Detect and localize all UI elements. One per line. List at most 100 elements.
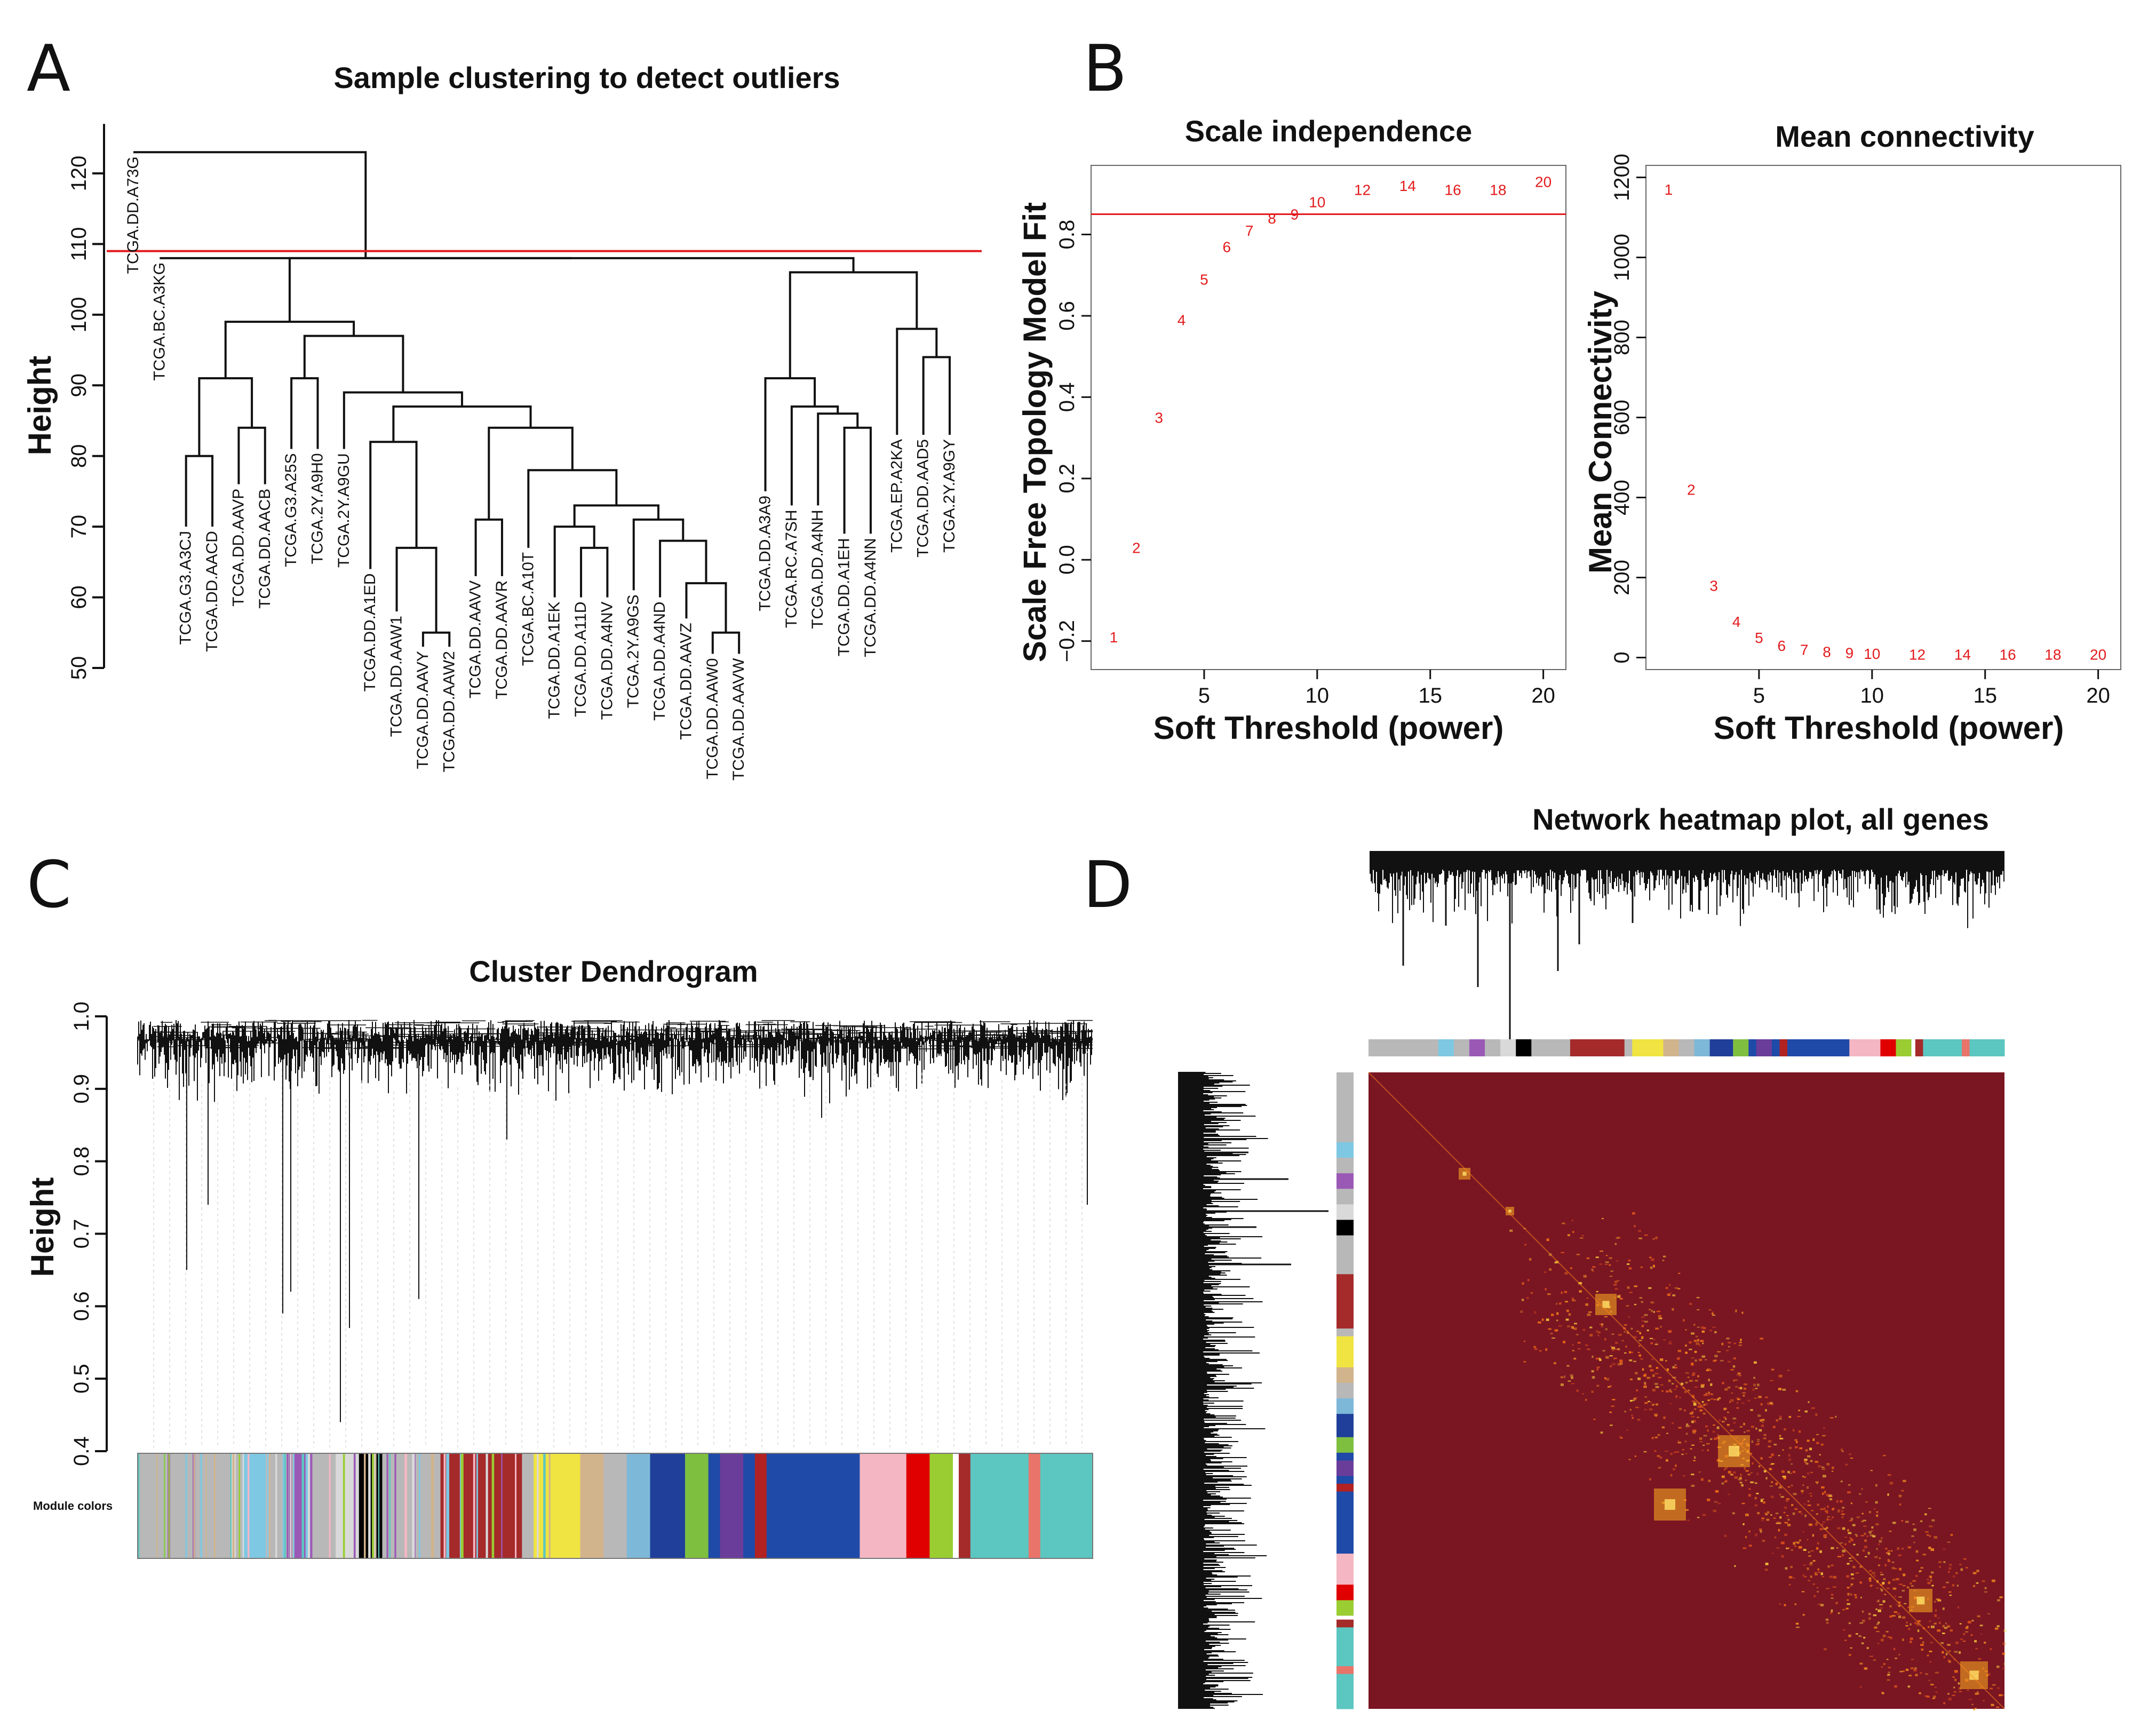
heatmap-cell [2001, 1694, 2004, 1696]
heatmap-cell [1597, 1331, 1601, 1334]
heatmap-cell [1675, 1395, 1677, 1398]
heatmap-cell [1925, 1673, 1928, 1675]
heatmap-cell [1739, 1374, 1741, 1376]
heatmap-cell [1915, 1674, 1918, 1676]
heatmap-cell [1644, 1320, 1648, 1323]
module-color-stripe [378, 1453, 380, 1558]
left-module-segment [1336, 1476, 1354, 1484]
data-point-label: 3 [1155, 410, 1163, 426]
y-tick-label: 0.5 [70, 1364, 93, 1394]
y-axis-label-cluster-dendrogram: Height [25, 1177, 60, 1277]
heatmap-cell [1574, 1323, 1577, 1325]
heatmap-cell [1916, 1623, 1920, 1626]
heatmap-cell [1733, 1379, 1736, 1382]
module-colors-bar [137, 1453, 1093, 1559]
heatmap-cell [1732, 1512, 1735, 1515]
heatmap-cell [1896, 1604, 1899, 1605]
heatmap-cell [1736, 1407, 1739, 1409]
heatmap-cell [1658, 1376, 1662, 1379]
heatmap-cell [1679, 1408, 1682, 1411]
heatmap-cell [1778, 1455, 1780, 1457]
heatmap-cell [1910, 1623, 1912, 1626]
heatmap-cell [1840, 1449, 1843, 1451]
module-color-stripe [213, 1453, 216, 1558]
heatmap-cell [1577, 1342, 1581, 1344]
heatmap-cell [1693, 1340, 1697, 1342]
heatmap-cell [1968, 1699, 1972, 1700]
chart-title-scale-independence: Scale independence [1185, 114, 1472, 148]
heatmap-cell [1781, 1470, 1785, 1473]
panel-letter-a: A [27, 32, 70, 106]
heatmap-cell [1703, 1435, 1707, 1437]
heatmap-cell [1925, 1531, 1929, 1533]
heatmap-cell [1797, 1415, 1801, 1417]
heatmap-cell [1708, 1391, 1710, 1394]
heatmap-cell [1534, 1311, 1537, 1314]
heatmap-cell [1911, 1535, 1914, 1537]
heatmap-cell [1861, 1619, 1865, 1622]
heatmap-cell [1992, 1684, 1996, 1686]
heatmap-cell [1837, 1510, 1840, 1513]
heatmap-cell [1573, 1357, 1577, 1360]
module-color-stripe [242, 1453, 244, 1558]
heatmap-cell [1784, 1428, 1786, 1431]
heatmap-cell [1917, 1629, 1920, 1633]
heatmap-cell [1733, 1421, 1736, 1424]
top-module-segment [1771, 1039, 1780, 1056]
heatmap-cell [1619, 1294, 1621, 1296]
heatmap-cell [1848, 1484, 1851, 1486]
heatmap-cell [1579, 1290, 1582, 1293]
heatmap-cell [1665, 1360, 1667, 1362]
heatmap-cell [1975, 1692, 1978, 1695]
heatmap-cell [1820, 1443, 1824, 1446]
heatmap-cell [1749, 1452, 1752, 1454]
y-tick-label: 0.6 [70, 1292, 93, 1322]
heatmap-cell [1654, 1415, 1658, 1417]
heatmap-cell [1596, 1368, 1598, 1371]
heatmap-cell [1818, 1603, 1821, 1605]
heatmap-cell [1733, 1342, 1737, 1344]
heatmap-cell [1735, 1379, 1738, 1381]
heatmap-cell [1881, 1638, 1884, 1642]
heatmap-cell [1649, 1478, 1651, 1481]
heatmap-cell [1523, 1360, 1526, 1363]
heatmap-cell [1685, 1425, 1690, 1428]
heatmap-cell [1885, 1631, 1889, 1633]
heatmap-cell [1730, 1473, 1733, 1475]
heatmap-cell [1997, 1686, 2000, 1690]
y-axis-label-mean-connectivity: Mean Connectivity [1582, 290, 1618, 574]
heatmap-cell [1628, 1459, 1631, 1460]
leaf-label: TCGA.DD.A4ND [651, 602, 669, 721]
heatmap-cell [1878, 1564, 1880, 1566]
heatmap-cell [1567, 1325, 1571, 1327]
leaf-label: TCGA.BC.A3KG [150, 262, 168, 381]
heatmap-cell [1889, 1530, 1892, 1532]
heatmap-cell [1672, 1422, 1674, 1424]
heatmap-cell [1571, 1383, 1575, 1384]
heatmap-cell [1922, 1554, 1927, 1556]
heatmap-cell [1615, 1341, 1618, 1344]
y-tick-label: 0 [1610, 651, 1634, 663]
heatmap-cell [1819, 1528, 1823, 1531]
heatmap-cell [1850, 1583, 1853, 1585]
heatmap-cell [1955, 1572, 1958, 1574]
heatmap-cell [1864, 1546, 1867, 1548]
heatmap-cell [1744, 1467, 1746, 1470]
heatmap-cell [1636, 1389, 1638, 1392]
heatmap-cell [1753, 1361, 1757, 1364]
heatmap-cell [1562, 1222, 1565, 1224]
heatmap-cell [1688, 1389, 1690, 1391]
heatmap-cell [1760, 1338, 1764, 1340]
heatmap-cell [1672, 1294, 1676, 1296]
heatmap-cell [1891, 1615, 1896, 1617]
module-color-segment [720, 1453, 744, 1558]
heatmap-cell [1930, 1579, 1932, 1582]
heatmap-cell [1929, 1661, 1932, 1663]
heatmap-cell [1605, 1255, 1608, 1256]
heatmap-cell [1934, 1614, 1937, 1617]
heatmap-cell [1629, 1351, 1633, 1354]
heatmap-cell [1914, 1667, 1917, 1669]
heatmap-cell [1761, 1498, 1764, 1500]
leaf-label: TCGA.G3.A25S [282, 453, 300, 567]
heatmap-cell [1628, 1267, 1632, 1270]
